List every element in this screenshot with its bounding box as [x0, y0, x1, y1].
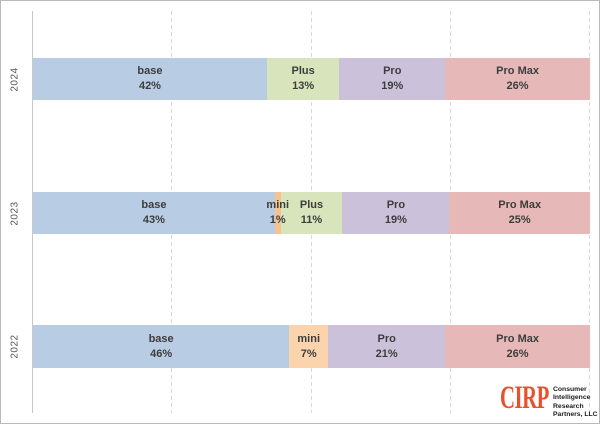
bar-segment-pro-max: Pro Max 26% [445, 325, 590, 368]
segment-label: Pro 19% [384, 199, 407, 226]
bar-segment-plus: Plus 13% [266, 58, 340, 100]
segment-label: base 46% [148, 332, 174, 360]
bar-segment-mini: mini 7% [289, 325, 329, 368]
cirp-logo-abbr: CIRP [500, 378, 549, 416]
axis-label-2022: 2022 [10, 334, 21, 359]
segment-label: base 42% [137, 65, 163, 92]
cirp-logo-line: Intelligence [553, 394, 591, 402]
segment-label: base 43% [141, 199, 167, 226]
segment-label: Plus 13% [291, 65, 315, 92]
bar-segment-pro-max: Pro Max 25% [449, 192, 590, 234]
bar-row-2023: base 43% mini 1% Plus 11% Pro 19% Pro Max 25% [33, 192, 590, 234]
cirp-logo-line: Consumer [553, 386, 587, 393]
bar-row-2024: base 42% Plus 13% Pro 19% Pro Max 26% [33, 58, 590, 100]
cirp-logo-line: Research [553, 402, 584, 410]
segment-label: mini 7% [297, 332, 321, 360]
bar-segment-base: base 42% [33, 58, 267, 100]
segment-label: Pro Max 26% [496, 332, 539, 360]
bar-segment-pro: Pro 19% [342, 192, 450, 234]
bar-segment-plus: Plus 11% [280, 192, 343, 234]
segment-label: Pro 19% [381, 65, 404, 92]
bar-row-2022: base 46% mini 7% Pro 21% Pro Max 26% [33, 325, 590, 368]
axis-label-2024: 2024 [10, 66, 21, 92]
segment-label: Pro Max 25% [498, 199, 542, 226]
bar-segment-base: base 46% [33, 325, 290, 368]
bar-segment-pro: Pro 19% [339, 58, 446, 100]
cirp-logo: CIRP Consumer Intelligence Research Part… [498, 381, 598, 420]
bar-segment-base: base 43% [33, 192, 275, 234]
bar-segment-pro-max: Pro Max 26% [445, 58, 590, 100]
segment-label: Plus 11% [299, 199, 324, 226]
cirp-logo-line: Partners, LLC [553, 410, 598, 418]
axis-label-2023: 2023 [10, 200, 21, 226]
segment-label: Pro Max 26% [496, 65, 539, 92]
plot-area: base 42% Plus 13% Pro 19% Pro Max 26% base 43% min… [32, 11, 590, 413]
segment-label: Pro 21% [375, 332, 398, 360]
cirp-logo-text: Consumer Intelligence Research Partners,… [553, 386, 598, 419]
bar-segment-pro: Pro 21% [328, 325, 446, 368]
